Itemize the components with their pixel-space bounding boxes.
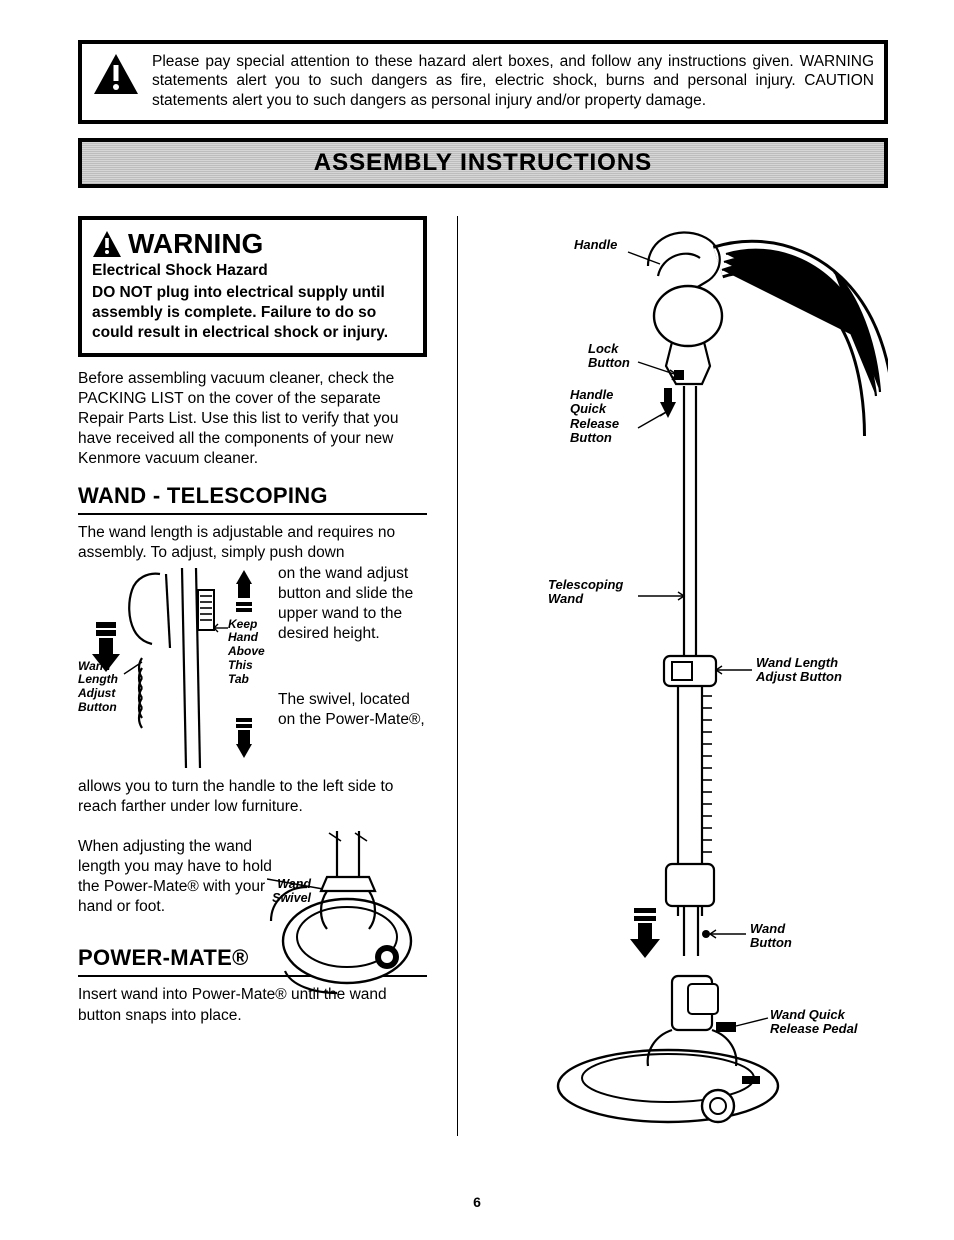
warning-triangle-icon [92, 230, 122, 258]
intro-paragraph: Before assembling vacuum cleaner, check … [78, 369, 427, 470]
warning-body: DO NOT plug into electrical supply until… [92, 283, 413, 342]
two-column-layout: WARNING Electrical Shock Hazard DO NOT p… [78, 216, 888, 1136]
warning-title-row: WARNING [92, 228, 413, 260]
handle-label: Handle [574, 238, 617, 252]
wand-adjust-figure: Wand Length Adjust Button Keep Hand Abov… [78, 568, 268, 773]
warning-box: WARNING Electrical Shock Hazard DO NOT p… [78, 216, 427, 356]
adjust-paragraph: When adjusting the wand length you may h… [78, 837, 278, 918]
left-column: WARNING Electrical Shock Hazard DO NOT p… [78, 216, 427, 1136]
swivel-figure [267, 831, 427, 1001]
page: Please pay special attention to these ha… [78, 40, 888, 1136]
section-wand-heading: WAND - TELESCOPING [78, 483, 427, 515]
hazard-alert-text: Please pay special attention to these ha… [152, 52, 874, 110]
column-divider [457, 216, 458, 1136]
warning-subtitle: Electrical Shock Hazard [92, 262, 413, 280]
page-number: 6 [0, 1194, 954, 1210]
swivel-paragraph: allows you to turn the handle to the lef… [78, 777, 427, 817]
wand-quick-release-label: Wand Quick Release Pedal [770, 1008, 857, 1037]
wand-length-adjust-label: Wand Length Adjust Button [756, 656, 842, 685]
handle-quick-release-label: Handle Quick Release Button [570, 388, 619, 445]
assembly-banner: ASSEMBLY INSTRUCTIONS [78, 138, 888, 188]
assembly-banner-title: ASSEMBLY INSTRUCTIONS [314, 149, 652, 177]
right-column: Handle Lock Button Handle Quick Release … [488, 216, 888, 1136]
keep-hand-above-label: Keep Hand Above This Tab [228, 618, 265, 687]
telescoping-block: The wand length is adjustable and requir… [78, 523, 427, 817]
wand-intro: The wand length is adjustable and requir… [78, 523, 427, 563]
wand-button-label: Wand Button [750, 922, 792, 951]
wand-length-adjust-label: Wand Length Adjust Button [78, 660, 118, 715]
swivel-figure-wrap: Wand Swivel [78, 837, 427, 918]
hazard-alert-box: Please pay special attention to these ha… [78, 40, 888, 124]
lock-button-label: Lock Button [588, 342, 630, 371]
warning-title: WARNING [128, 228, 263, 260]
telescoping-wand-label: Telescoping Wand [548, 578, 623, 607]
warning-triangle-icon [92, 52, 140, 101]
